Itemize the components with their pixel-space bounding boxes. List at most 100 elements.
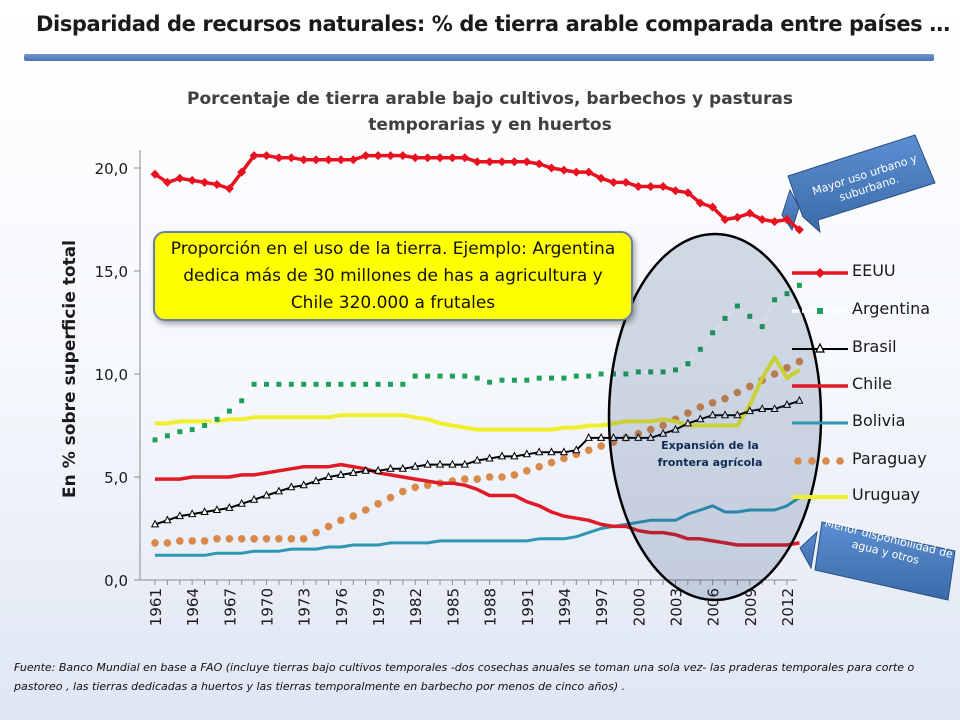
point-eeuu xyxy=(324,155,333,165)
point-brasil xyxy=(175,511,184,520)
point-argentina xyxy=(152,437,158,443)
y-tick-label: 15,0 xyxy=(95,263,128,281)
point-brasil xyxy=(770,404,779,412)
point-argentina xyxy=(536,375,542,381)
point-brasil xyxy=(572,445,581,454)
point-argentina xyxy=(449,373,455,379)
point-argentina xyxy=(474,375,480,381)
series-argentina xyxy=(152,282,802,443)
point-eeuu xyxy=(497,157,507,167)
point-paraguay xyxy=(783,364,791,372)
point-eeuu xyxy=(770,217,780,227)
point-paraguay xyxy=(287,535,296,543)
point-argentina xyxy=(251,381,257,387)
point-eeuu xyxy=(286,153,296,163)
point-brasil xyxy=(535,447,544,456)
point-paraguay xyxy=(151,539,159,547)
info-box-text: Proporción en el uso de la tierra. Ejemp… xyxy=(170,238,616,313)
point-paraguay xyxy=(374,500,382,508)
point-argentina xyxy=(747,313,753,319)
x-tick-label: 1961 xyxy=(147,588,165,626)
point-paraguay xyxy=(498,473,506,481)
point-brasil xyxy=(311,476,321,485)
point-argentina xyxy=(772,297,778,303)
point-brasil xyxy=(782,400,792,408)
point-brasil xyxy=(398,463,407,472)
series-chile xyxy=(155,462,800,547)
point-brasil xyxy=(758,404,767,412)
point-eeuu xyxy=(571,167,581,177)
series-bolivia xyxy=(155,496,801,557)
x-tick-label: 1967 xyxy=(221,588,239,626)
point-brasil xyxy=(435,459,445,468)
point-paraguay xyxy=(659,421,667,430)
series-eeuu xyxy=(150,151,804,235)
point-brasil xyxy=(559,447,569,456)
point-argentina xyxy=(734,303,740,309)
legend-label-eeuu: EEUU xyxy=(852,261,896,280)
point-argentina xyxy=(673,367,678,373)
point-eeuu xyxy=(175,173,185,183)
point-paraguay xyxy=(597,442,605,450)
point-brasil xyxy=(696,414,705,423)
callout-bottom-shape xyxy=(799,521,956,601)
point-eeuu xyxy=(373,151,383,161)
legend-item-bolivia: Bolivia xyxy=(790,408,960,438)
point-eeuu xyxy=(794,225,804,235)
point-eeuu xyxy=(695,198,705,208)
point-brasil xyxy=(237,498,246,507)
legend-label-paraguay: Paraguay xyxy=(852,449,927,468)
point-brasil xyxy=(448,459,457,468)
point-eeuu xyxy=(559,165,569,175)
point-argentina xyxy=(524,377,530,383)
point-brasil xyxy=(262,490,271,499)
point-argentina xyxy=(164,433,170,439)
chart-title: Porcentaje de tierra arable bajo cultivo… xyxy=(187,89,793,135)
point-brasil xyxy=(745,406,754,415)
title-rule xyxy=(24,54,934,61)
point-argentina xyxy=(549,375,554,381)
point-eeuu xyxy=(299,155,309,165)
legend-item-eeuu: EEUU xyxy=(790,258,960,288)
legend-swatch-brasil xyxy=(792,342,848,353)
point-brasil xyxy=(225,503,234,511)
point-eeuu xyxy=(609,177,618,187)
point-argentina xyxy=(685,361,691,367)
point-brasil xyxy=(646,433,655,441)
point-paraguay xyxy=(423,481,432,490)
info-box: Proporción en el uso de la tierra. Ejemp… xyxy=(153,231,633,321)
point-paraguay xyxy=(163,539,172,547)
point-eeuu xyxy=(336,155,346,165)
point-paraguay xyxy=(473,475,482,483)
point-eeuu xyxy=(460,153,470,163)
y-tick-label: 10,0 xyxy=(95,366,128,384)
legend-swatch-chile xyxy=(792,384,848,388)
legend-swatch-eeuu xyxy=(792,268,848,278)
point-argentina xyxy=(276,381,282,387)
point-argentina xyxy=(499,377,505,383)
point-argentina xyxy=(697,346,703,352)
x-tick-label: 1970 xyxy=(259,588,277,626)
point-eeuu xyxy=(398,151,408,161)
point-eeuu xyxy=(200,177,210,187)
point-paraguay xyxy=(795,357,804,366)
point-argentina xyxy=(796,282,802,288)
point-brasil xyxy=(683,418,693,427)
point-argentina xyxy=(722,315,728,321)
point-paraguay xyxy=(523,467,531,475)
series-uruguay xyxy=(155,355,801,432)
point-paraguay xyxy=(337,516,345,525)
point-argentina xyxy=(462,373,468,379)
point-argentina xyxy=(313,381,319,387)
x-tick-label: 1979 xyxy=(370,588,388,626)
point-argentina xyxy=(226,408,232,414)
point-eeuu xyxy=(757,215,767,224)
legend-item-uruguay: Uruguay xyxy=(790,482,960,512)
point-argentina xyxy=(425,373,431,379)
point-argentina xyxy=(326,381,331,387)
point-eeuu xyxy=(782,215,792,224)
point-eeuu xyxy=(447,153,457,163)
x-tick-label: 2009 xyxy=(742,588,760,626)
x-tick-label: 1973 xyxy=(296,588,314,626)
point-brasil xyxy=(584,433,593,441)
